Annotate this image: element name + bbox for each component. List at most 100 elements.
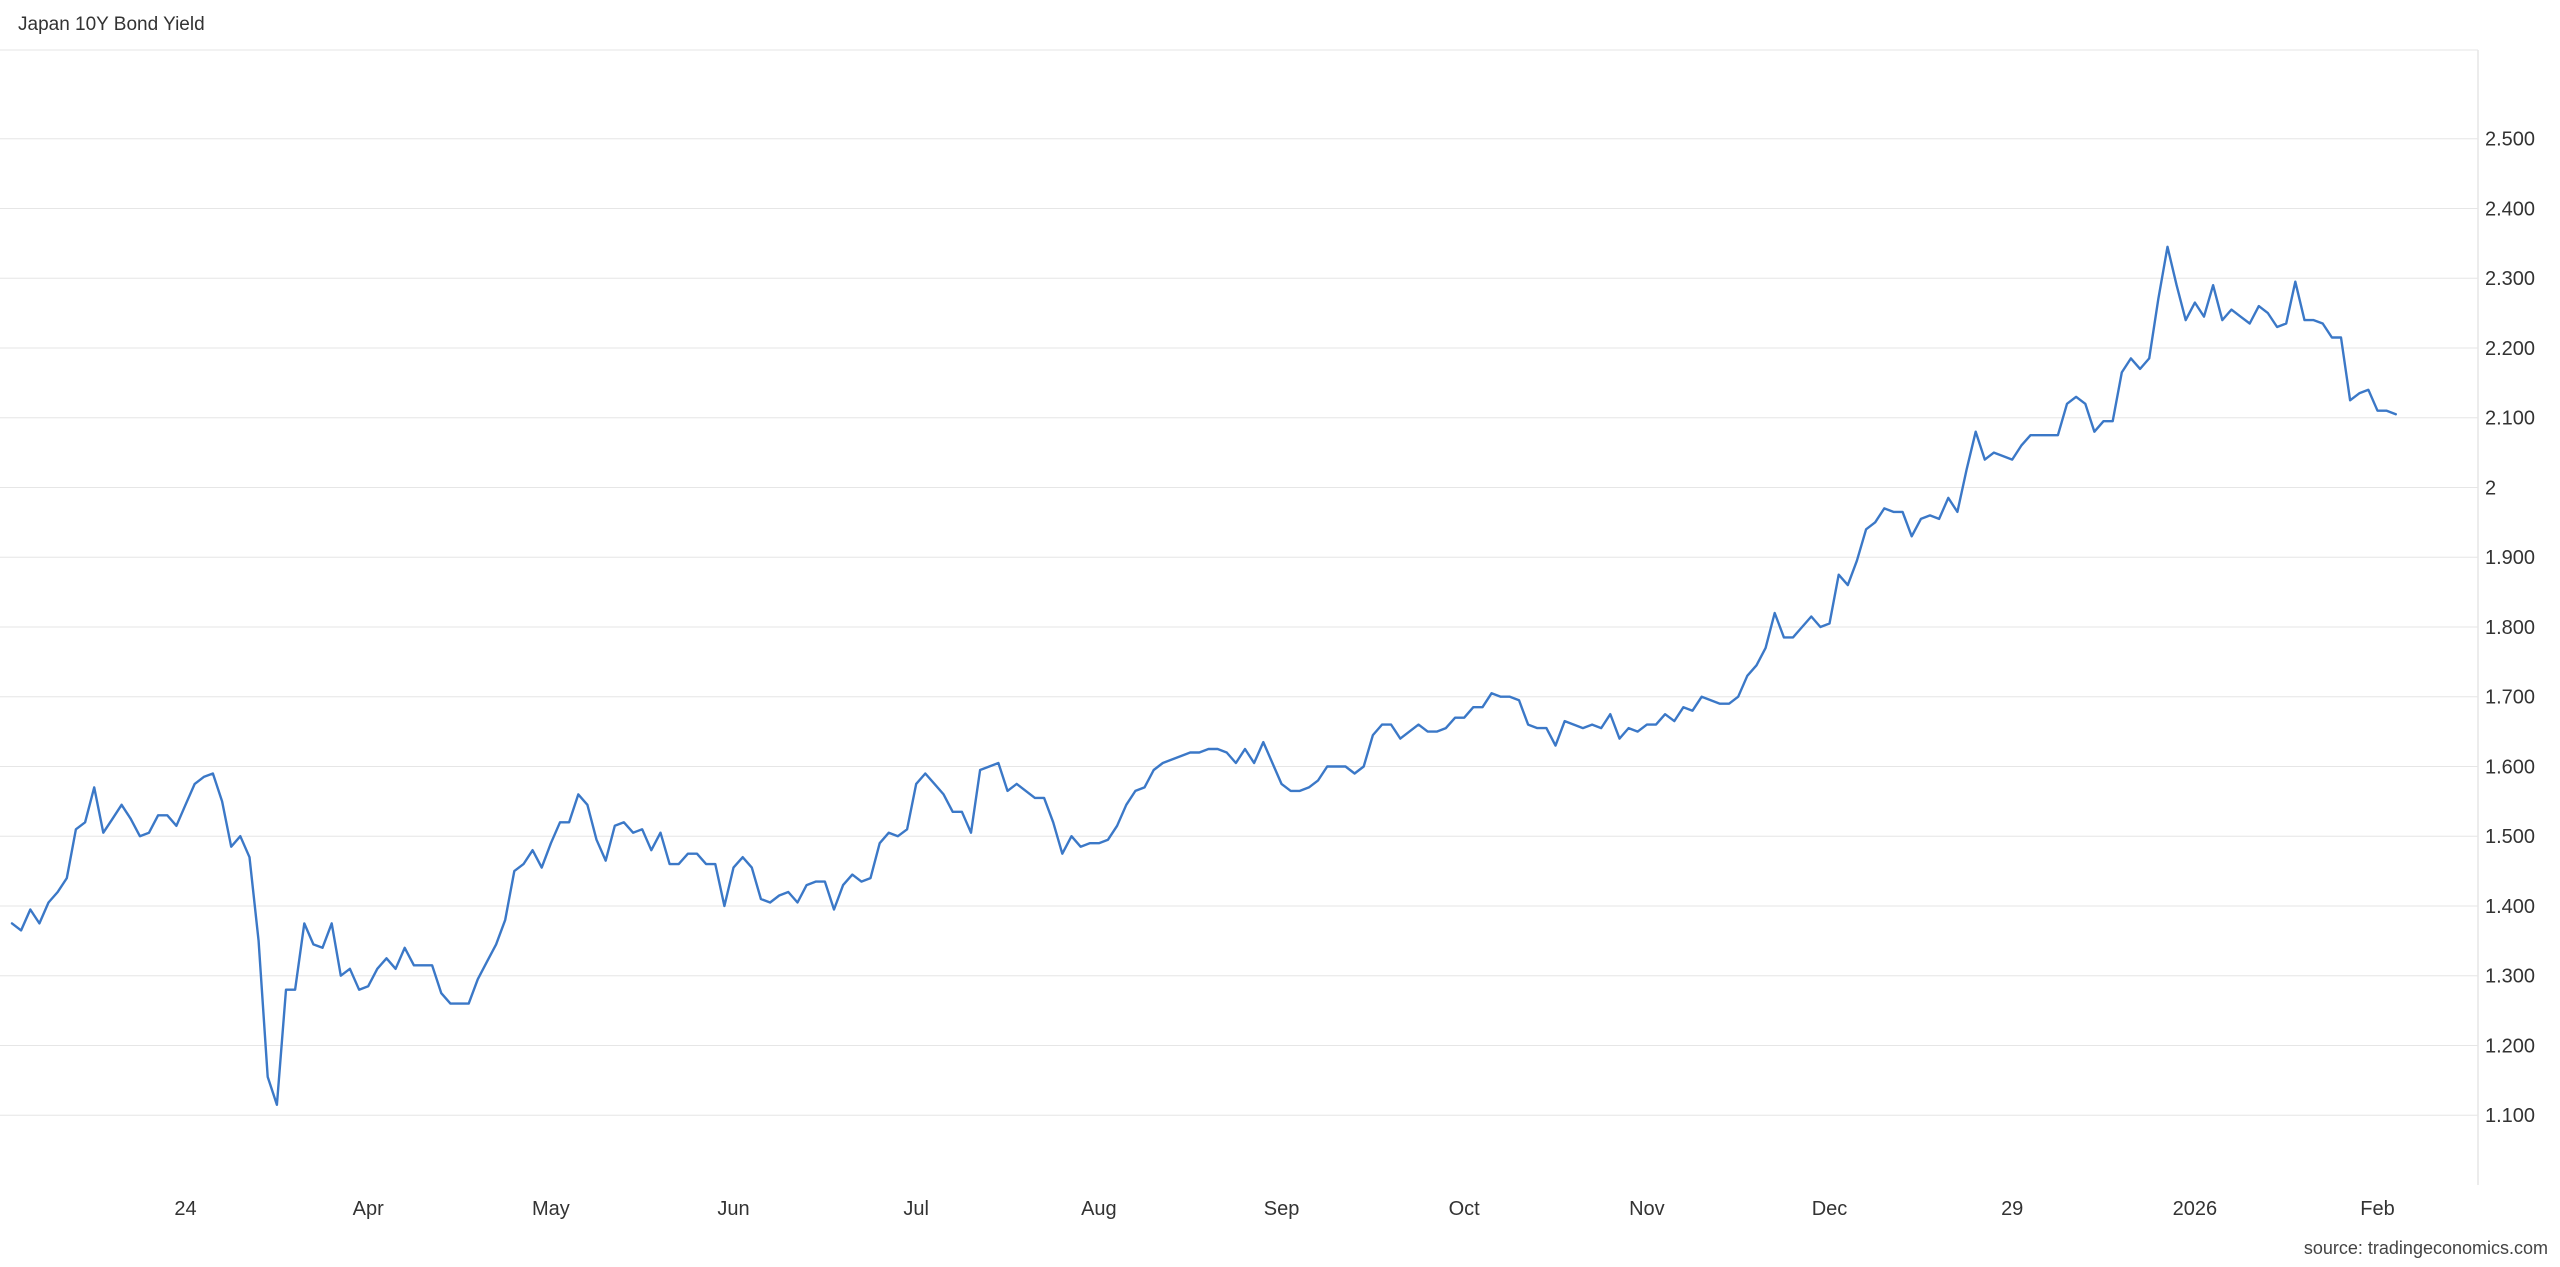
data-point (1755, 664, 1757, 666)
data-point (2084, 403, 2086, 405)
data-point (2066, 403, 2068, 405)
data-point (2267, 312, 2269, 314)
data-point (1691, 710, 1693, 712)
data-point (2011, 458, 2013, 460)
data-point (1463, 717, 1465, 719)
data-point (1417, 723, 1419, 725)
data-point (659, 832, 661, 834)
x-axis-ticks: 24 Apr May Jun Jul Aug Sep Oct Nov Dec 29 2026 Feb (174, 1198, 2394, 1220)
data-point (522, 863, 524, 865)
data-point (888, 832, 890, 834)
data-point (248, 856, 250, 858)
data-point (1235, 762, 1237, 764)
x-tick-label: Jun (717, 1198, 749, 1220)
data-point (815, 880, 817, 882)
y-tick-label: 1.300 (2485, 966, 2535, 988)
data-point (568, 821, 570, 823)
data-point (1810, 615, 1812, 617)
data-point (477, 978, 479, 980)
data-point (2102, 420, 2104, 422)
data-point (2157, 298, 2159, 300)
data-point (614, 825, 616, 827)
data-point (1006, 790, 1008, 792)
data-point (376, 968, 378, 970)
data-point (184, 804, 186, 806)
data-point (1600, 727, 1602, 729)
data-point (1847, 584, 1849, 586)
data-point (1518, 699, 1520, 701)
data-point (513, 870, 515, 872)
data-point (842, 884, 844, 886)
data-point (194, 783, 196, 785)
data-point (595, 839, 597, 841)
data-point (641, 828, 643, 830)
data-point (705, 863, 707, 865)
data-point (678, 863, 680, 865)
data-point (1244, 748, 1246, 750)
data-point (2185, 319, 2187, 321)
y-tick-label: 2.100 (2485, 408, 2535, 430)
data-point (1728, 703, 1730, 705)
y-tick-label: 2.400 (2485, 198, 2535, 220)
data-point (440, 992, 442, 994)
data-point (1582, 727, 1584, 729)
data-point (239, 835, 241, 837)
data-point (431, 964, 433, 966)
data-point (1025, 790, 1027, 792)
data-point (1490, 692, 1492, 694)
data-point (1098, 842, 1100, 844)
data-point (1344, 765, 1346, 767)
data-point (2057, 434, 2059, 436)
data-point (1801, 626, 1803, 628)
x-tick-label: 24 (174, 1198, 196, 1220)
data-point (1627, 727, 1629, 729)
y-tick-label: 2.500 (2485, 129, 2535, 151)
data-point (586, 804, 588, 806)
data-point (148, 832, 150, 834)
data-point (2038, 434, 2040, 436)
x-tick-label: Feb (2360, 1198, 2394, 1220)
data-point (1280, 783, 1282, 785)
data-point (175, 825, 177, 827)
data-point (495, 943, 497, 945)
data-point (1134, 790, 1136, 792)
data-point (1171, 758, 1173, 760)
x-tick-label: Oct (1449, 1198, 1481, 1220)
data-point (1262, 741, 1264, 743)
data-point (367, 985, 369, 987)
data-point (1609, 713, 1611, 715)
data-point (869, 877, 871, 879)
data-point (93, 786, 95, 788)
data-point (57, 891, 59, 893)
data-point (796, 901, 798, 903)
data-point (2203, 315, 2205, 317)
data-point (1646, 723, 1648, 725)
data-point (1819, 626, 1821, 628)
data-point (1153, 769, 1155, 771)
data-point (2048, 434, 2050, 436)
data-point (157, 814, 159, 816)
data-point (1500, 696, 1502, 698)
x-tick-label: Jul (903, 1198, 929, 1220)
data-point (257, 940, 259, 942)
data-point (650, 849, 652, 851)
data-point (2367, 389, 2369, 391)
data-point (1938, 518, 1940, 520)
data-point (2075, 396, 2077, 398)
data-point (47, 901, 49, 903)
data-point (130, 818, 132, 820)
data-point (1564, 720, 1566, 722)
data-point (906, 828, 908, 830)
data-point (331, 922, 333, 924)
data-point (1710, 699, 1712, 701)
data-point (1308, 786, 1310, 788)
data-point (2322, 322, 2324, 324)
y-tick-label: 1.700 (2485, 687, 2535, 709)
grid-lines (0, 49, 2478, 1116)
data-point (1408, 730, 1410, 732)
data-point (458, 1002, 460, 1004)
data-point (203, 776, 205, 778)
data-point (394, 968, 396, 970)
data-point (1061, 853, 1063, 855)
